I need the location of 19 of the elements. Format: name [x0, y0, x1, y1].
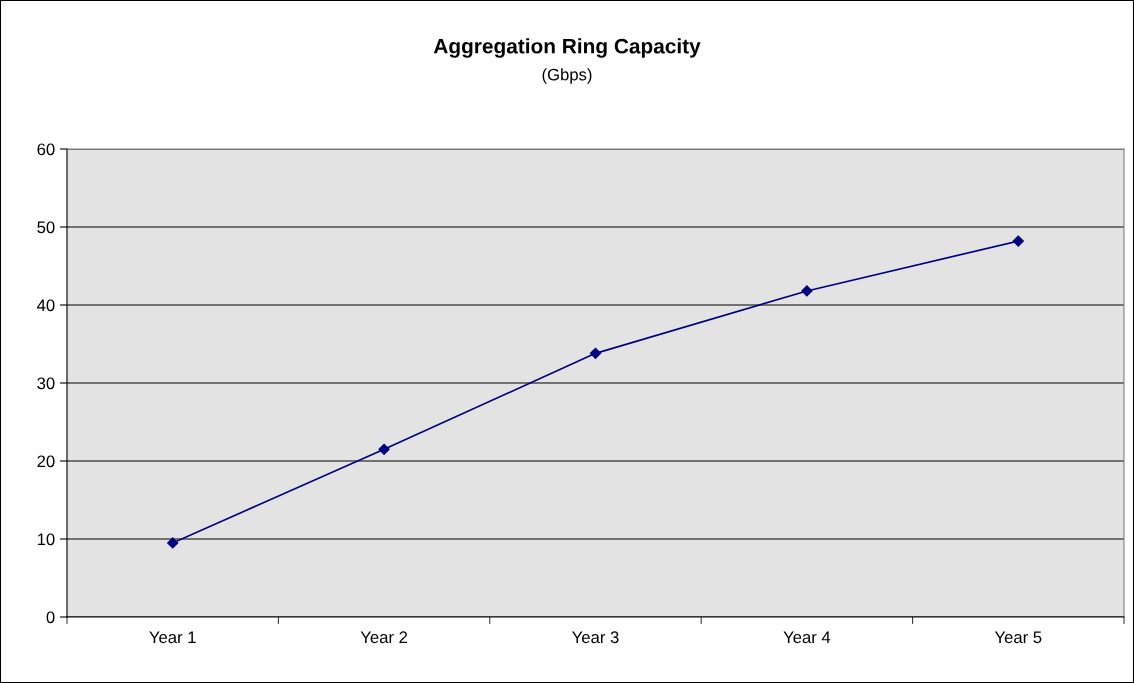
y-tick-label: 60	[37, 143, 55, 156]
y-tick-label: 10	[37, 533, 55, 546]
x-tick-label: Year 3	[572, 631, 619, 644]
point	[167, 537, 179, 549]
chart-title: Aggregation Ring Capacity	[433, 38, 701, 58]
point	[1012, 235, 1024, 247]
point	[801, 285, 813, 297]
x-tick-label: Year 2	[360, 631, 408, 644]
point	[378, 443, 390, 455]
point	[589, 347, 602, 359]
chart-subtitle: (Gbps)	[542, 68, 592, 84]
y-tick-label: 30	[37, 377, 55, 390]
y-tick-label: 0	[46, 611, 55, 624]
x-tick-label: Year 5	[994, 631, 1042, 644]
y-tick-label: 40	[37, 299, 55, 312]
x-tick-label: Year 1	[149, 631, 196, 644]
x-tick-label: Year 4	[783, 631, 831, 644]
y-tick-label: 20	[37, 455, 55, 468]
y-tick-label: 50	[37, 221, 55, 234]
